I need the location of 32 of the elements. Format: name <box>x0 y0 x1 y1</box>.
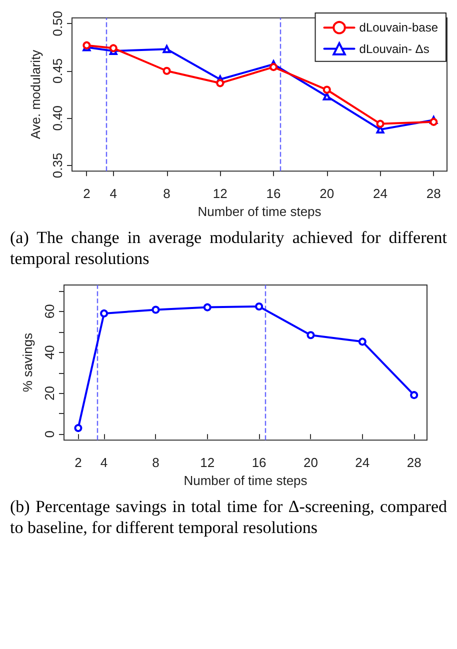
y-tick-label: 0 <box>42 430 57 438</box>
y-tick-label: 0.35 <box>50 152 65 178</box>
x-tick-label: 16 <box>266 186 281 202</box>
y-tick-label: 0.45 <box>50 58 65 84</box>
x-axis-title: Number of time steps <box>198 204 322 219</box>
legend-label: dLouvain-base <box>359 20 438 35</box>
x-tick-label: 12 <box>212 186 228 202</box>
x-tick-label: 12 <box>200 455 215 470</box>
y-axis-title: Ave. modularity <box>28 49 43 140</box>
x-tick-label: 4 <box>110 186 117 202</box>
y-tick-label: 20 <box>42 386 57 400</box>
x-tick-label: 16 <box>252 455 266 470</box>
text: (b) Percentage savings in total time for Δ-screening, compared to baseline, for different temporal resolutions <box>10 496 447 538</box>
y-tick-label: 0.40 <box>50 105 65 131</box>
x-tick-label: 28 <box>406 455 422 470</box>
x-tick-label: 28 <box>426 186 441 202</box>
x-tick-label: 2 <box>74 455 82 470</box>
x-tick-label: 24 <box>373 186 388 202</box>
x-tick-label: 20 <box>304 455 318 470</box>
x-axis-title: Number of time steps <box>184 473 308 488</box>
x-tick-label: 20 <box>320 186 334 202</box>
x-tick-label: 24 <box>355 455 370 470</box>
x-tick-label: 8 <box>163 186 170 202</box>
x-tick-label: 8 <box>152 455 160 470</box>
y-tick-label: 0.50 <box>50 10 65 36</box>
legend-label: dLouvain- Δs <box>359 42 430 56</box>
y-tick-label: 60 <box>42 304 57 319</box>
text: (a) The change in average modularity achieved for different temporal resolutions <box>10 227 447 269</box>
x-tick-label: 4 <box>100 455 108 470</box>
y-tick-label: 40 <box>42 345 57 360</box>
y-axis-title: % savings <box>20 332 35 392</box>
x-tick-label: 2 <box>83 186 90 202</box>
